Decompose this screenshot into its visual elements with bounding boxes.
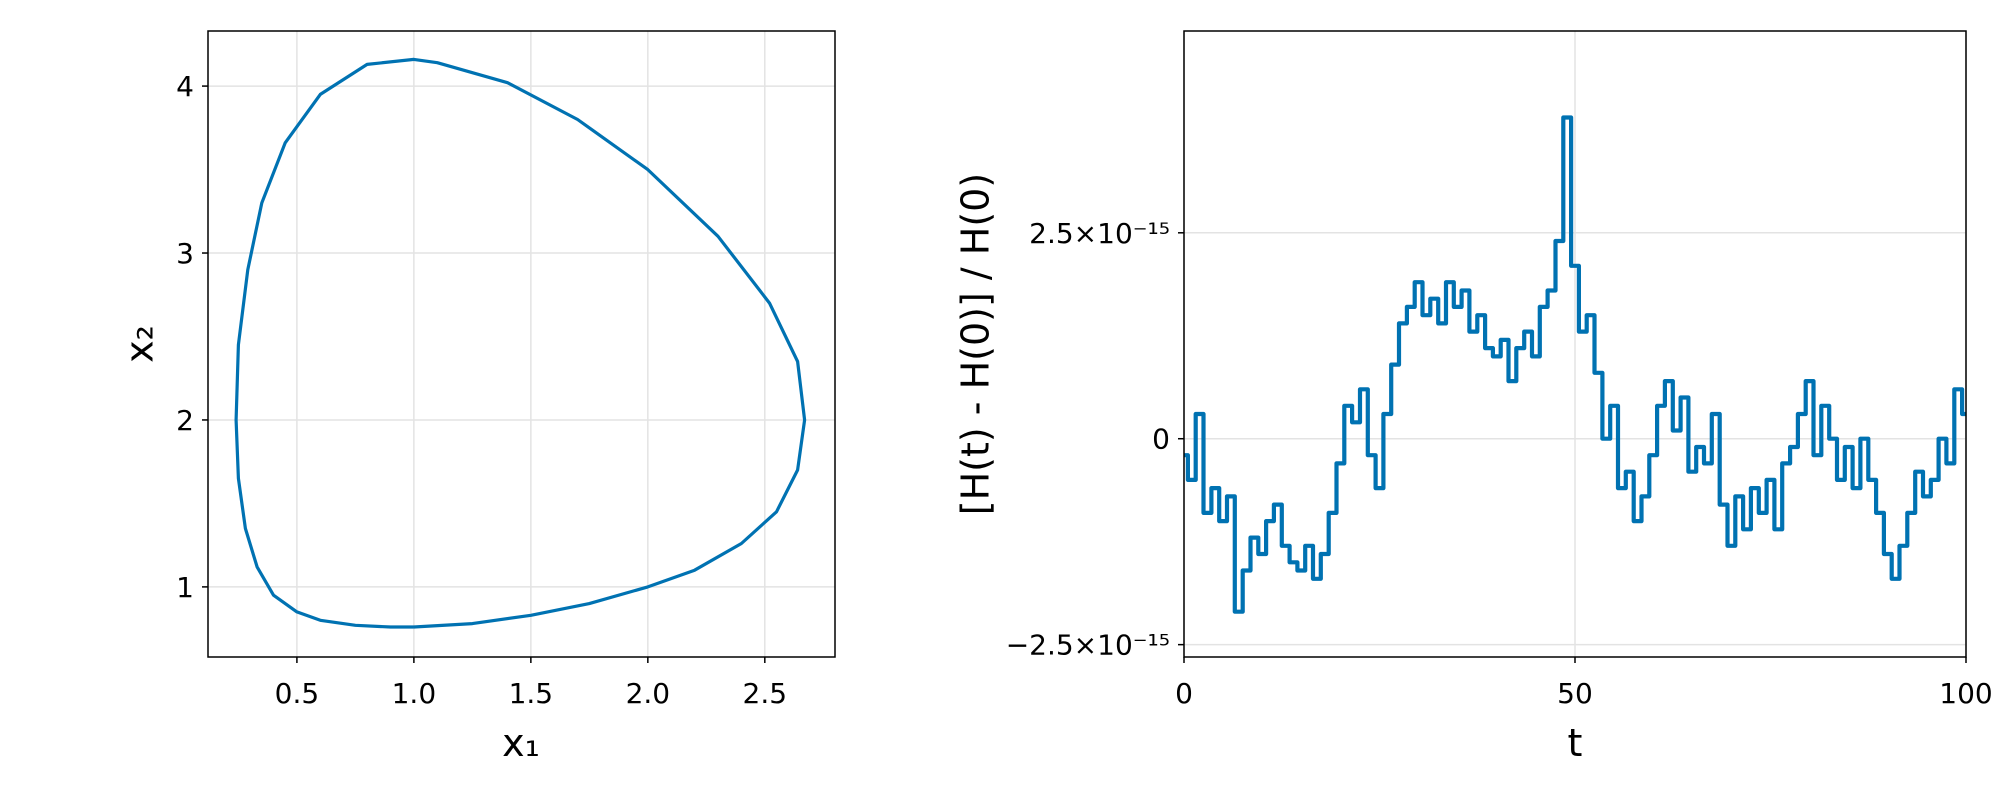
phase-portrait-line [234,57,807,629]
phase-portrait-series [234,57,807,629]
energy-error-series [1184,115,1966,614]
energy-error-line [1184,115,1966,614]
phase-portrait-x-tick-label: 1.5 [509,677,554,710]
energy-error-y-tick-label: 2.5×10⁻¹⁵ [1029,217,1170,250]
phase-portrait-x-tick-label: 2.5 [743,677,788,710]
phase-portrait-panel: 0.5 1.0 1.5 2.0 2.5 1 2 3 4 x₁ x₂ [118,30,836,765]
phase-portrait-y-tick-label: 1 [176,571,194,604]
phase-portrait-ticks: 0.5 1.0 1.5 2.0 2.5 1 2 3 4 [176,70,787,710]
phase-portrait-y-axis-label: x₂ [118,325,162,363]
energy-error-x-axis-label: t [1568,721,1583,765]
phase-portrait-y-tick-label: 3 [176,237,194,270]
energy-error-x-tick-label: 50 [1557,677,1593,710]
energy-error-y-tick-label: −2.5×10⁻¹⁵ [1006,629,1170,662]
phase-portrait-x-axis-label: x₁ [502,721,540,765]
phase-portrait-y-tick-label: 2 [176,404,194,437]
energy-error-x-tick-label: 100 [1939,677,1992,710]
energy-error-y-axis-label: [H(t) - H(0)] / H(0) [954,173,998,515]
phase-portrait-x-tick-label: 0.5 [275,677,320,710]
energy-error-y-tick-label: 0 [1152,423,1170,456]
phase-portrait-x-tick-label: 2.0 [626,677,671,710]
phase-portrait-y-tick-label: 4 [176,70,194,103]
energy-error-x-tick-label: 0 [1175,677,1193,710]
phase-portrait-grid [208,31,835,657]
phase-portrait-frame [207,30,836,658]
phase-portrait-x-tick-label: 1.0 [392,677,437,710]
